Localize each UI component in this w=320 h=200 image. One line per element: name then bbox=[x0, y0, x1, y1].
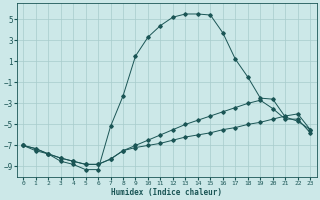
X-axis label: Humidex (Indice chaleur): Humidex (Indice chaleur) bbox=[111, 188, 222, 197]
